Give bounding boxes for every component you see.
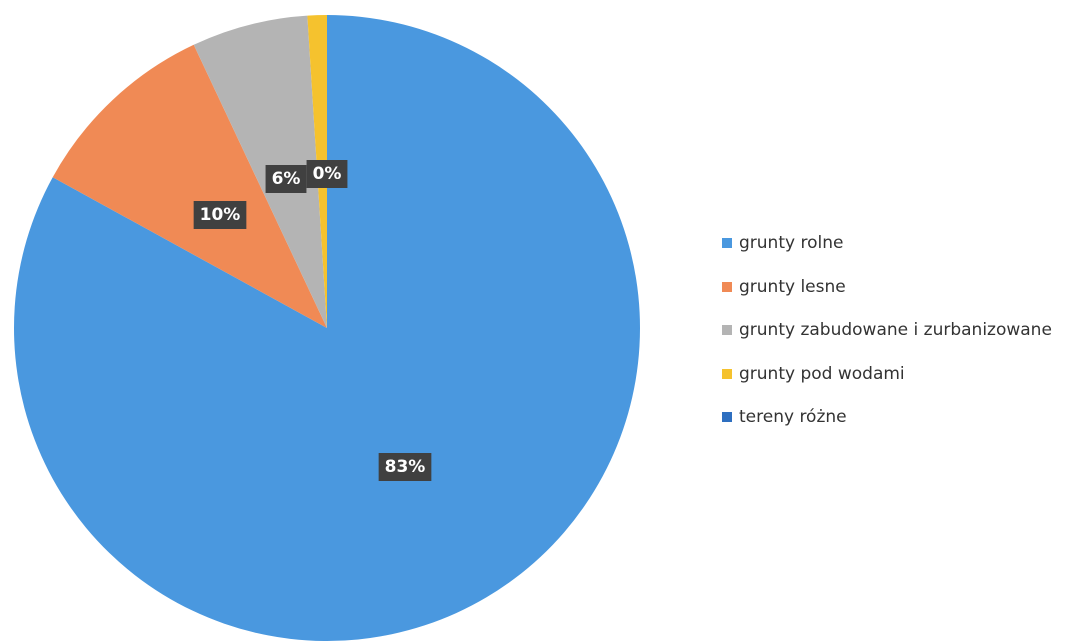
legend-item-grunty-pod-wodami: grunty pod wodami bbox=[722, 363, 1052, 385]
legend-swatch-tereny-rozne bbox=[722, 412, 732, 422]
data-label-text-1: 10% bbox=[200, 205, 241, 225]
legend-swatch-grunty-lesne bbox=[722, 281, 732, 292]
data-label-box-0 bbox=[378, 453, 432, 481]
data-label-box-3 bbox=[306, 160, 348, 188]
data-label-text-2: 6% bbox=[272, 169, 301, 189]
legend-item-grunty-zabudowane: grunty zabudowane i zurbanizowane bbox=[722, 319, 1052, 341]
legend-item-grunty-rolne: grunty rolne bbox=[722, 232, 1052, 254]
chart-legend: grunty rolne grunty lesne grunty zabudow… bbox=[722, 232, 1052, 450]
legend-swatch-grunty-rolne bbox=[722, 238, 732, 248]
legend-label-grunty-pod-wodami: grunty pod wodami bbox=[739, 363, 905, 384]
data-label-0: 83% bbox=[378, 453, 432, 481]
data-label-2: 6% bbox=[265, 165, 307, 193]
data-label-text-3: 0% bbox=[313, 164, 342, 184]
legend-swatch-grunty-pod-wodami bbox=[722, 368, 732, 379]
pie-slice-1 bbox=[52, 44, 328, 329]
legend-label-grunty-lesne: grunty lesne bbox=[739, 276, 846, 297]
data-labels: 83% 10% 6% 0% bbox=[193, 160, 432, 481]
data-label-box-2 bbox=[265, 165, 307, 193]
legend-label-grunty-zabudowane: grunty zabudowane i zurbanizowane bbox=[739, 320, 1052, 340]
data-label-text-0: 83% bbox=[385, 457, 426, 477]
pie-slice-2 bbox=[193, 15, 327, 328]
legend-swatch-grunty-zabudowane bbox=[722, 325, 732, 335]
legend-label-grunty-rolne: grunty rolne bbox=[739, 233, 844, 253]
pie-slices bbox=[13, 15, 640, 641]
legend-label-tereny-rozne: tereny różne bbox=[739, 407, 847, 427]
data-label-box-1 bbox=[193, 201, 247, 229]
legend-item-tereny-rozne: tereny różne bbox=[722, 406, 1052, 428]
legend-item-grunty-lesne: grunty lesne bbox=[722, 276, 1052, 298]
data-label-1: 10% bbox=[193, 201, 247, 229]
data-label-3: 0% bbox=[306, 160, 348, 188]
